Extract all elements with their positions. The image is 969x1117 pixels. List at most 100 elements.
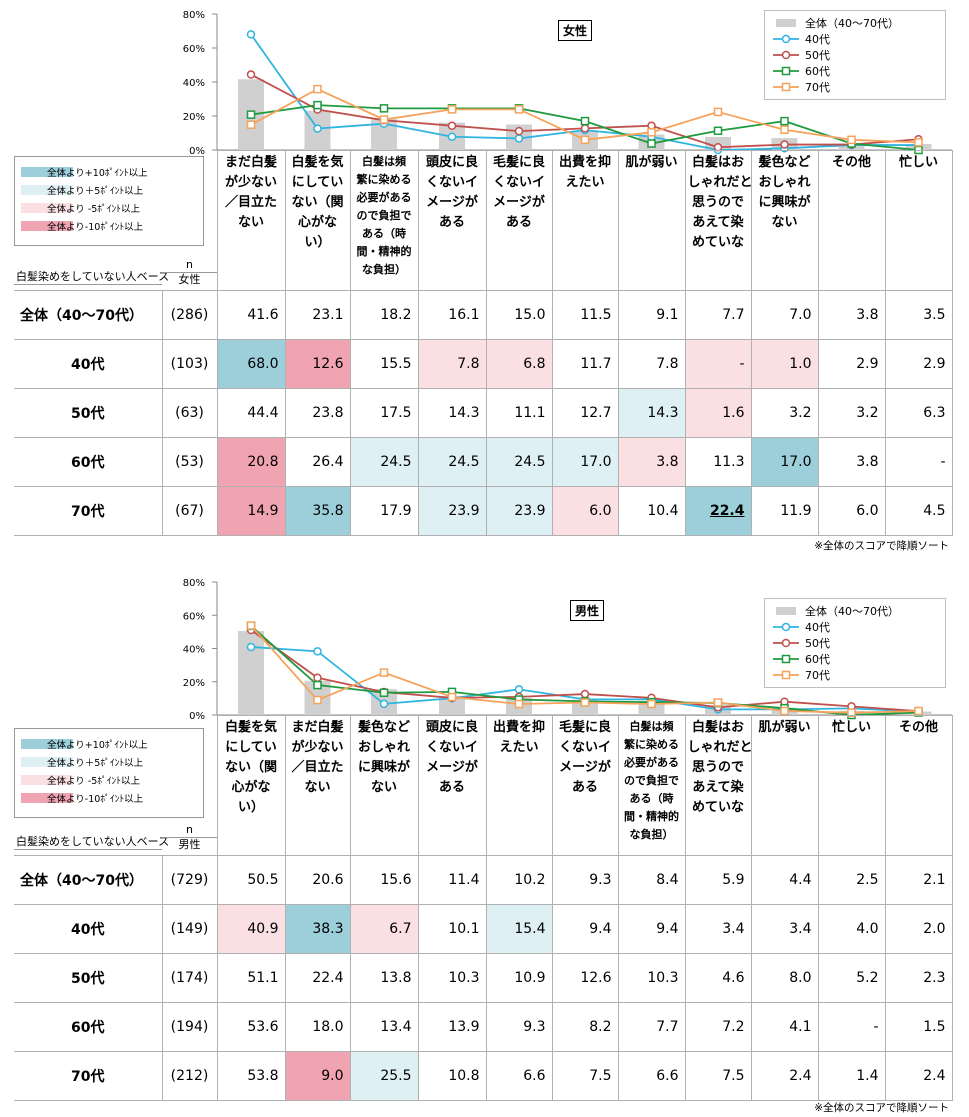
column-header-line: 忙しい — [831, 720, 871, 735]
data-point — [914, 138, 923, 147]
cell-value: 15.5 — [380, 356, 412, 372]
cell-value: 12.6 — [580, 970, 612, 986]
table-cell: 6.7 — [349, 904, 419, 954]
data-table: 白髪を気 にしてい ない（関 心がな い） まだ白髪 が少ない ／目立た ない 髪色など おしゃれに… — [14, 715, 953, 1101]
legend-label: 全体（40～70代） — [805, 17, 899, 30]
legend-label: 60代 — [805, 65, 830, 78]
color-key-item: 全体より＋5ﾎﾟｲﾝﾄ以上 — [21, 183, 143, 197]
column-header: 出費を抑 えたい — [485, 715, 553, 856]
data-point — [713, 107, 723, 117]
column-header: 頭皮に良 くないイ メージが ある — [417, 150, 487, 291]
table-cell: 3.2 — [817, 388, 886, 438]
table-row: 60代 (53) 20.8 26.4 24.5 24.5 24.5 17.0 3.8 11.3 17… — [14, 437, 953, 487]
row-n: (149) — [161, 904, 218, 954]
table-cell: 12.6 — [284, 339, 351, 389]
chart-title: 女性 — [558, 20, 593, 41]
table-cell: 17.0 — [750, 437, 819, 487]
table-cell: 7.5 — [684, 1051, 752, 1101]
column-header-line: ない（関 — [291, 195, 344, 210]
legend-label: 50代 — [805, 49, 830, 62]
data-point — [914, 706, 923, 716]
table-cell: 1.0 — [750, 339, 819, 389]
column-header-line: その他 — [898, 720, 938, 735]
column-header-line: しゃれだと — [687, 175, 753, 190]
table-cell: 35.8 — [284, 486, 351, 536]
table-cell: 14.9 — [216, 486, 286, 536]
legend-label: 60代 — [805, 653, 830, 666]
table-row: 40代 (103) 68.0 12.6 15.5 7.8 6.8 11.7 7.8 - 1.0 2.9… — [14, 339, 953, 389]
table-cell: 20.6 — [284, 855, 351, 905]
data-point — [313, 695, 322, 705]
column-header-line: ない（関 — [224, 760, 277, 775]
table-cell: 50.5 — [216, 855, 286, 905]
cell-value: 10.9 — [514, 970, 546, 986]
column-header-line: 白髪は頻 — [629, 720, 674, 733]
table-cell: 2.4 — [750, 1051, 819, 1101]
y-tick-label: 20% — [183, 678, 205, 689]
cell-value: 17.9 — [380, 503, 412, 519]
cell-value: 23.9 — [514, 503, 546, 519]
cell-value: 68.0 — [247, 356, 279, 372]
cell-value: 18.0 — [312, 1019, 344, 1035]
data-point — [514, 134, 524, 143]
cell-value: 44.4 — [247, 405, 279, 421]
cell-value: 9.4 — [656, 921, 679, 937]
table-cell: 9.3 — [551, 855, 619, 905]
cell-value: 3.8 — [656, 454, 679, 470]
data-point — [447, 121, 457, 130]
column-header-line: 白髪はお — [691, 720, 744, 735]
cell-value: 2.9 — [923, 356, 946, 372]
cell-value: 2.4 — [923, 1068, 946, 1084]
legend-swatch — [776, 19, 796, 27]
table-cell: 8.4 — [617, 855, 686, 905]
data-point — [780, 116, 789, 126]
color-key-label: 全体より -5ﾎﾟｲﾝﾄ以上 — [47, 776, 141, 787]
table-cell: 7.7 — [617, 1002, 686, 1052]
table-cell: 2.5 — [817, 855, 886, 905]
column-header-line: その他 — [831, 155, 871, 170]
column-header-line: 思うので — [691, 760, 744, 775]
cell-value: 1.5 — [923, 1019, 946, 1035]
cell-value: 10.1 — [448, 921, 480, 937]
table-cell: 17.9 — [349, 486, 419, 536]
cell-value: 14.3 — [647, 405, 679, 421]
color-key-swatch — [21, 203, 73, 213]
cell-value: 53.8 — [247, 1068, 279, 1084]
table-row: 全体（40～70代） (286) 41.6 23.1 18.2 16.1 15.0 11.5 9… — [14, 290, 953, 340]
data-point — [580, 698, 590, 707]
table-cell: 14.3 — [417, 388, 487, 438]
legend-item: 70代 — [773, 79, 830, 95]
data-point — [780, 125, 789, 135]
column-header-line: ある — [438, 215, 465, 230]
column-header-line: 間・精神的 — [624, 810, 679, 823]
column-header-line: 頭皮に良 — [425, 155, 478, 170]
legend-item: 全体（40～70代） — [773, 15, 899, 31]
column-header: 肌が弱い — [750, 715, 819, 856]
legend-item: 40代 — [773, 31, 830, 47]
color-key-label: 全体より+10ﾎﾟｲﾝﾄ以上 — [47, 168, 148, 179]
column-header-line: 必要がある — [356, 191, 412, 204]
table-cell: 4.4 — [750, 855, 819, 905]
column-header-line: くないイ — [425, 175, 478, 190]
column-header-line: が少ない — [291, 740, 344, 755]
header-blank — [162, 716, 217, 856]
table-row: 50代 (174) 51.1 22.4 13.8 10.3 10.9 12.6 10.3 4.6 8… — [14, 953, 953, 1003]
cell-value: 8.2 — [589, 1019, 612, 1035]
sort-note: ※全体のスコアで降順ソート — [814, 1102, 949, 1114]
column-header-line: えたい — [499, 740, 539, 755]
column-header-line: 思うので — [691, 195, 744, 210]
cell-value: 2.1 — [923, 872, 946, 888]
table-cell: 9.4 — [617, 904, 686, 954]
table-cell: 10.8 — [417, 1051, 487, 1101]
table-cell: 3.8 — [617, 437, 686, 487]
n-header-divider — [162, 272, 217, 273]
cell-value: 15.0 — [514, 307, 546, 323]
y-tick-label: 80% — [183, 10, 205, 21]
cell-value: 35.8 — [312, 503, 344, 519]
sort-note: ※全体のスコアで降順ソート — [814, 540, 949, 552]
cell-value: 10.8 — [448, 1068, 480, 1084]
table-row: 40代 (149) 40.9 38.3 6.7 10.1 15.4 9.4 9.4 3.4 3.4 4… — [14, 904, 953, 954]
color-key-swatch — [21, 757, 73, 767]
column-header-line: めていな — [691, 800, 744, 815]
n-gender-label: 女性 — [178, 273, 201, 286]
